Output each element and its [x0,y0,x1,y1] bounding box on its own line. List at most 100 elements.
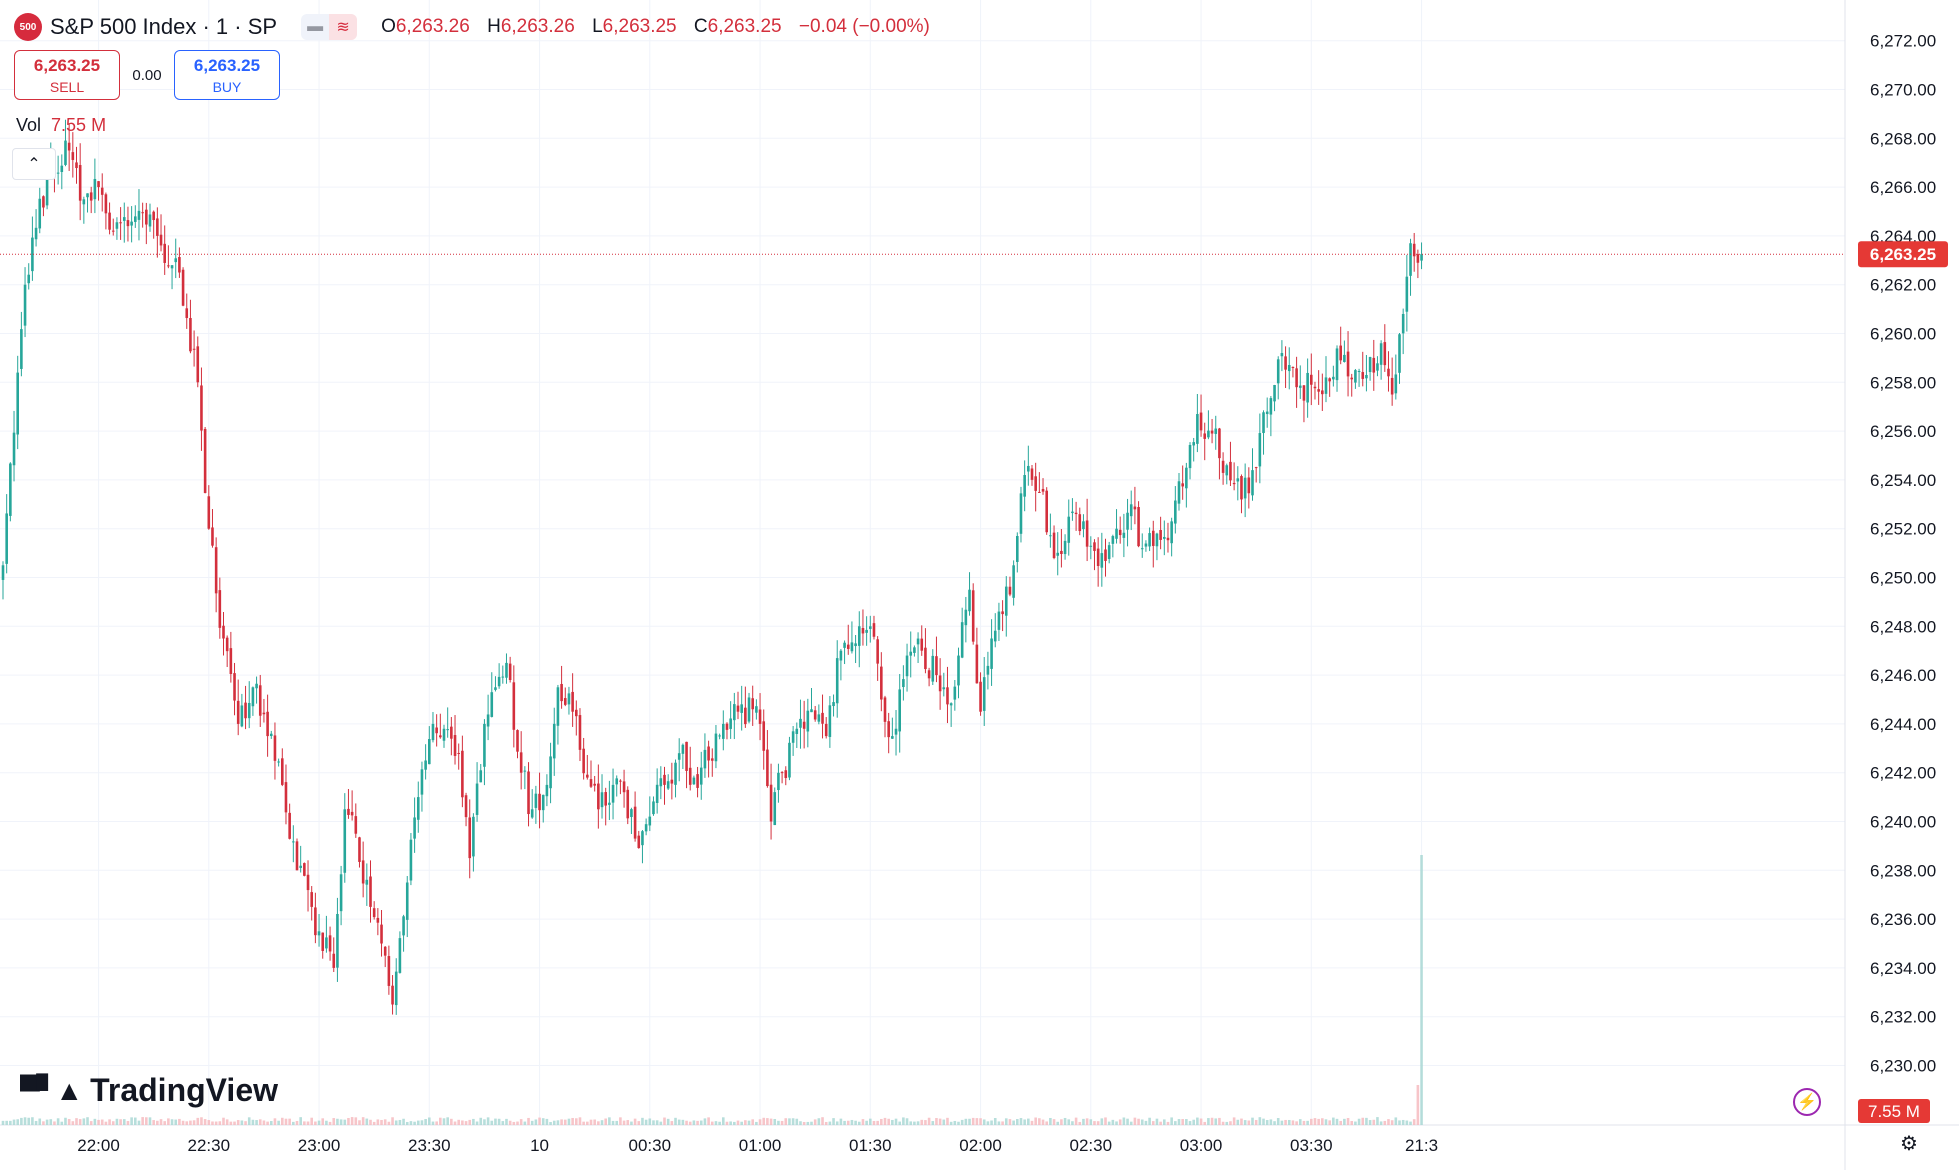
candle-body [295,841,299,871]
candle-body [251,687,255,707]
candle-body [1056,552,1060,556]
x-tick-label: 02:00 [959,1136,1002,1155]
candle-body [788,742,791,778]
volume-bar [681,1119,685,1125]
gear-icon[interactable]: ⚙ [1900,1132,1918,1155]
volume-bar [483,1119,486,1125]
candle-body [1177,481,1181,504]
candle-body [953,686,957,700]
volume-bar [578,1117,582,1125]
sell-button[interactable]: 6,263.25 SELL [14,50,120,100]
volume-bar [1232,1117,1236,1125]
volume-bar [1280,1120,1284,1125]
volume-bar [89,1121,93,1125]
volume-bar [1321,1118,1324,1125]
volume-bar [303,1121,306,1125]
volume-bar [119,1119,122,1125]
buy-button[interactable]: 6,263.25 BUY [174,50,280,100]
candle-body [622,781,626,793]
candle-body [214,547,218,594]
candle-body [1390,377,1394,395]
volume-bar [824,1121,828,1125]
volume-bar [527,1117,530,1125]
candle-body [997,611,1001,630]
volume-bar [442,1118,446,1125]
volume-legend[interactable]: Vol 7.55 M [16,115,106,136]
candle-body [567,693,571,705]
candle-body [512,682,516,730]
candle-body [714,733,718,762]
volume-bar [126,1121,130,1125]
volume-bar [130,1117,133,1125]
candle-body [1420,254,1423,261]
symbol-title[interactable]: S&P 500 Index · 1 · SP [50,14,278,39]
candle-body [538,793,541,811]
volume-bar [593,1119,596,1125]
volume-bar [181,1120,185,1125]
volume-bar [563,1119,567,1125]
candle-body [1343,354,1346,362]
candle-body [519,752,523,773]
tradingview-watermark[interactable]: ▀▘▲ TradingView [20,1072,278,1109]
volume-bar [931,1121,935,1125]
toggle-pill[interactable]: ▬ ≋ [301,14,358,40]
volume-bar [354,1117,358,1125]
candle-body [876,639,879,664]
volume-bar [86,1117,89,1125]
volume-bar [534,1119,538,1125]
minus-icon[interactable]: ▬ [307,18,324,35]
volume-bar [431,1121,435,1125]
volume-bar [733,1121,736,1125]
volume-bar [957,1121,960,1125]
candle-body [207,496,211,529]
volume-bar [1049,1117,1052,1125]
volume-bar [185,1121,189,1125]
candle-body [174,258,178,263]
symbol-logo[interactable]: 500 [14,13,42,41]
volume-bar [288,1118,291,1125]
candle-body [1346,351,1350,377]
volume-bar [663,1117,666,1125]
candle-body [104,194,108,214]
candle-body [181,269,185,306]
x-tick-label: 01:00 [739,1136,782,1155]
candle-body [527,771,530,815]
candle-body [593,783,596,786]
candle-body [75,162,78,169]
candle-body [968,589,971,612]
volume-bar [1067,1119,1071,1125]
x-tick-label: 10 [530,1136,549,1155]
candle-body [31,237,34,272]
volume-bar [1361,1117,1365,1125]
volume-bar [589,1119,593,1125]
volume-bar [159,1119,163,1125]
volume-bar [222,1117,225,1125]
volume-bar [541,1118,545,1125]
candle-body [27,274,31,284]
collapse-button[interactable]: ⌃ [12,148,56,180]
candle-body [1023,475,1026,497]
candle-body [946,687,949,705]
candle-body [707,746,710,761]
y-tick-label: 6,266.00 [1870,178,1936,197]
candle-body [1236,478,1240,482]
candle-body [1104,549,1107,561]
candle-body [1118,529,1122,536]
bolt-icon[interactable]: ⚡ [1793,1088,1821,1116]
volume-bar [619,1117,622,1125]
volume-bar [1012,1120,1015,1125]
candle-body [799,718,802,728]
wave-icon[interactable]: ≋ [329,14,358,40]
volume-bar [1140,1119,1144,1125]
volume-bar [556,1120,560,1125]
volume-bar [97,1119,100,1125]
volume-bar [953,1120,957,1125]
volume-bar [1254,1119,1258,1125]
candle-body [1111,536,1115,544]
open-value: 6,263.26 [395,16,470,37]
volume-bar [251,1119,255,1125]
volume-bar [615,1120,619,1125]
y-tick-label: 6,252.00 [1870,520,1936,539]
